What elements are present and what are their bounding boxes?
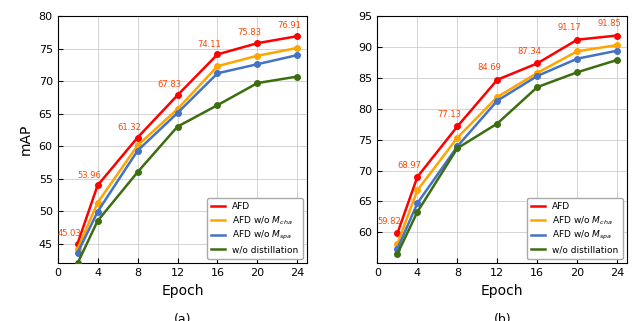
Text: 68.97: 68.97 [397,160,421,169]
Legend: AFD, AFD w/o $M_{cha}$, AFD w/o $M_{spa}$, w/o distillation: AFD, AFD w/o $M_{cha}$, AFD w/o $M_{spa}… [527,198,623,259]
X-axis label: Epoch: Epoch [161,284,204,298]
Legend: AFD, AFD w/o $M_{cha}$, AFD w/o $M_{spa}$, w/o distillation: AFD, AFD w/o $M_{cha}$, AFD w/o $M_{spa}… [207,198,303,259]
X-axis label: Epoch: Epoch [481,284,524,298]
Text: 77.13: 77.13 [437,110,461,119]
Text: 91.17: 91.17 [557,23,581,32]
Text: 61.32: 61.32 [118,123,141,132]
Text: 87.34: 87.34 [517,47,541,56]
Text: (a): (a) [174,313,191,321]
Text: 84.69: 84.69 [477,64,501,73]
Text: 91.85: 91.85 [597,19,621,28]
Text: 74.11: 74.11 [198,39,221,48]
Text: 53.96: 53.96 [77,171,102,180]
Text: 67.83: 67.83 [157,80,182,90]
Text: (b): (b) [493,313,511,321]
Text: 59.82: 59.82 [378,217,401,226]
Text: 75.83: 75.83 [237,28,262,37]
Y-axis label: mAP: mAP [19,124,33,155]
Text: 76.91: 76.91 [278,21,301,30]
Text: 45.03: 45.03 [58,229,81,238]
